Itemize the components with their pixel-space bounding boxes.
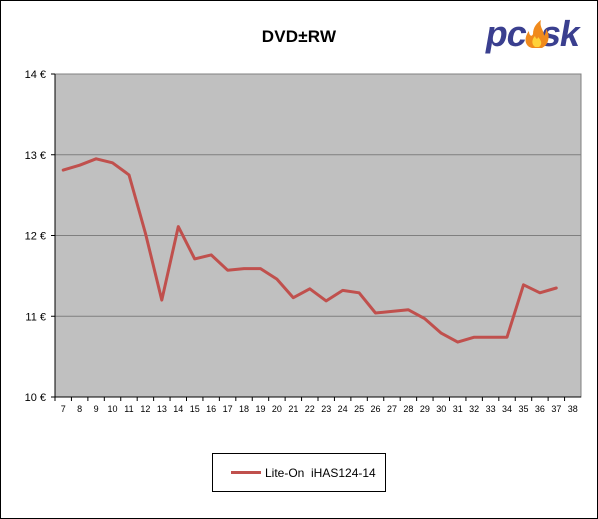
x-tick-label: 17 <box>223 404 233 414</box>
x-tick-label: 28 <box>403 404 413 414</box>
y-tick-label: 12 € <box>25 231 46 243</box>
x-tick-label: 21 <box>288 404 298 414</box>
series-line <box>61 157 558 344</box>
x-tick-label: 24 <box>338 404 348 414</box>
x-tick-label: 26 <box>371 404 381 414</box>
x-tick-label: 32 <box>469 404 479 414</box>
x-tick-label: 22 <box>305 404 315 414</box>
y-tick-label: 14 € <box>25 69 46 81</box>
x-tick-label: 23 <box>321 404 331 414</box>
x-tick-label: 38 <box>568 404 578 414</box>
x-tick-label: 35 <box>518 404 528 414</box>
svg-text:pc: pc <box>483 13 531 54</box>
x-tick-label: 13 <box>157 404 167 414</box>
x-tick-label: 29 <box>420 404 430 414</box>
x-tick-label: 20 <box>272 404 282 414</box>
legend-label: Lite-On iHAS124-14 <box>265 466 376 480</box>
x-tick-label: 36 <box>535 404 545 414</box>
x-tick-label: 34 <box>502 404 512 414</box>
x-tick-label: 16 <box>206 404 216 414</box>
x-tick-label: 12 <box>140 404 150 414</box>
y-tick-label: 11 € <box>25 311 46 323</box>
pcesk-logo: pc sk <box>483 13 585 54</box>
x-tick-label: 18 <box>239 404 249 414</box>
x-tick-label: 7 <box>61 404 66 414</box>
x-tick-label: 25 <box>354 404 364 414</box>
x-tick-label: 14 <box>173 404 183 414</box>
x-tick-label: 37 <box>551 404 561 414</box>
y-tick-label: 10 € <box>25 392 46 404</box>
y-tick-label: 13 € <box>25 150 46 162</box>
x-tick-label: 9 <box>94 404 99 414</box>
chart-title: DVD±RW <box>261 27 337 46</box>
x-tick-label: 31 <box>453 404 463 414</box>
legend-swatch <box>231 471 261 474</box>
x-tick-label: 19 <box>255 404 265 414</box>
x-tick-label: 11 <box>124 404 133 414</box>
legend: Lite-On iHAS124-14 <box>212 453 386 492</box>
x-tick-label: 8 <box>77 404 82 414</box>
x-tick-label: 27 <box>387 404 397 414</box>
x-tick-label: 33 <box>486 404 496 414</box>
x-tick-label: 15 <box>190 404 200 414</box>
x-tick-label: 10 <box>108 404 118 414</box>
x-tick-label: 30 <box>436 404 446 414</box>
